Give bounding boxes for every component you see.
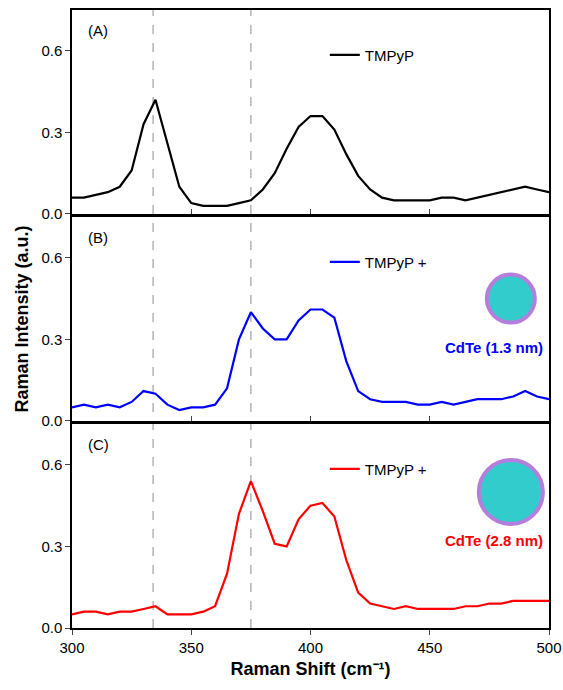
svg-text:Raman Intensity (a.u.): Raman Intensity (a.u.) bbox=[12, 225, 32, 412]
svg-text:TMPyP: TMPyP bbox=[365, 47, 414, 64]
svg-text:(A): (A) bbox=[88, 22, 108, 39]
svg-text:0.3: 0.3 bbox=[41, 538, 62, 555]
svg-text:(C): (C) bbox=[88, 436, 109, 453]
svg-text:0.3: 0.3 bbox=[41, 331, 62, 348]
svg-text:400: 400 bbox=[298, 639, 323, 656]
svg-text:CdTe (1.3 nm): CdTe (1.3 nm) bbox=[445, 339, 543, 356]
svg-text:450: 450 bbox=[417, 639, 442, 656]
svg-text:0.0: 0.0 bbox=[41, 205, 62, 222]
svg-text:0.6: 0.6 bbox=[41, 249, 62, 266]
svg-text:TMPyP +: TMPyP + bbox=[365, 254, 427, 271]
svg-text:Raman Shift (cm⁻¹): Raman Shift (cm⁻¹) bbox=[230, 659, 390, 679]
svg-text:0.6: 0.6 bbox=[41, 456, 62, 473]
svg-text:CdTe (2.8 nm): CdTe (2.8 nm) bbox=[445, 532, 543, 549]
svg-text:500: 500 bbox=[536, 639, 561, 656]
svg-text:0.3: 0.3 bbox=[41, 124, 62, 141]
svg-text:300: 300 bbox=[59, 639, 84, 656]
svg-text:(B): (B) bbox=[88, 229, 108, 246]
svg-text:0.0: 0.0 bbox=[41, 619, 62, 636]
svg-text:0.0: 0.0 bbox=[41, 412, 62, 429]
svg-text:0.6: 0.6 bbox=[41, 42, 62, 59]
svg-text:350: 350 bbox=[179, 639, 204, 656]
svg-text:TMPyP +: TMPyP + bbox=[365, 461, 427, 478]
